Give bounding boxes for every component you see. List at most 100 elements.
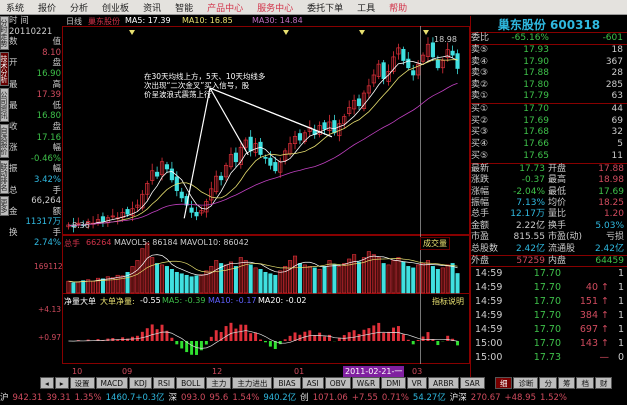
- tick-volume: 384 ↑: [579, 310, 609, 322]
- candle: [416, 63, 421, 76]
- level-price: 17.88: [523, 68, 549, 79]
- candle: [268, 157, 273, 166]
- quote-tab[interactable]: 分: [539, 377, 557, 389]
- index-pct: 1.54%: [232, 393, 260, 403]
- indicator-tab[interactable]: BIAS: [273, 377, 301, 389]
- orderbook-row[interactable]: 委比 -65.16% -601: [471, 33, 627, 45]
- candle: [120, 211, 125, 219]
- stat-value: 12.17万: [510, 209, 545, 220]
- side-tab[interactable]: 公司资讯: [0, 88, 9, 122]
- orderbook-row[interactable]: 买② 17.69 69: [471, 116, 627, 128]
- orderbook-row[interactable]: 卖⑤ 17.93 18: [471, 45, 627, 57]
- orderbook-row[interactable]: 卖① 17.79 63: [471, 91, 627, 104]
- level-label: 卖④: [471, 56, 489, 67]
- indicator-tab[interactable]: ▸: [54, 377, 69, 389]
- side-tab[interactable]: 更多: [0, 196, 9, 216]
- menu-item[interactable]: 帮助: [389, 3, 408, 14]
- tick-volume: 40 ↑: [585, 282, 609, 294]
- volume-bar: [440, 267, 445, 294]
- vol-value: 66264: [86, 238, 112, 247]
- stat-value: 1.20: [603, 209, 624, 220]
- menu-item[interactable]: 分析: [70, 3, 89, 14]
- side-tab[interactable]: 联动排名: [0, 160, 9, 194]
- tick-count: 1: [617, 310, 624, 322]
- quote-tab[interactable]: 诊断: [513, 377, 539, 389]
- info-row: 最低: [9, 101, 61, 112]
- orderbook-row[interactable]: 买④ 17.66 5: [471, 139, 627, 151]
- menu-item[interactable]: 工具: [357, 3, 376, 14]
- indicator-tab[interactable]: ASI: [301, 377, 324, 389]
- volume-bar: [125, 271, 130, 294]
- menu-item[interactable]: 智能: [175, 3, 194, 14]
- mavol5-line: [68, 254, 458, 283]
- indicator-tab[interactable]: ARBR: [428, 377, 459, 389]
- side-tab[interactable]: 技术分析: [0, 52, 9, 86]
- indicator-tab[interactable]: 设置: [69, 377, 95, 389]
- menu-item[interactable]: 委托下单: [307, 3, 344, 14]
- chart-canvas[interactable]: 10 09 12 01 03: [62, 16, 470, 376]
- side-tab[interactable]: 分时走势: [0, 16, 9, 50]
- menu-item[interactable]: 资讯: [143, 3, 162, 14]
- orderbook-row[interactable]: 卖② 17.80 285: [471, 80, 627, 92]
- indicator-tab[interactable]: KDJ: [129, 377, 152, 389]
- index-name: 沪: [0, 393, 9, 403]
- level-price: 17.69: [523, 115, 549, 126]
- bar-info-panel: 时 间 20110221 数值 8.10 开盘 16.90 最高 17.39 最低 16.80…: [9, 16, 61, 261]
- indicator-tab[interactable]: OBV: [324, 377, 351, 389]
- menu-item[interactable]: 报价: [38, 3, 57, 14]
- quote-tab[interactable]: 细: [494, 377, 513, 389]
- quote-tab[interactable]: 筹: [557, 377, 576, 389]
- level-volume: 44: [611, 103, 623, 114]
- indicator-tab[interactable]: DMI: [381, 377, 406, 389]
- mavol10-line: [68, 258, 458, 283]
- candle: [110, 215, 115, 218]
- indicator-tab[interactable]: 主力: [206, 377, 232, 389]
- indicator-tab[interactable]: RSI: [152, 377, 176, 389]
- info-label: 手: [52, 227, 61, 238]
- menu-item[interactable]: 创业板: [102, 3, 130, 14]
- volume-bar: [312, 267, 317, 294]
- info-label: 收: [9, 121, 18, 132]
- volume-bar: [278, 270, 283, 294]
- orderbook-row[interactable]: 买⑤ 17.65 11: [471, 151, 627, 163]
- indicator-tab[interactable]: ◂: [40, 377, 54, 389]
- volume-bar: [455, 273, 460, 294]
- indicator-tab[interactable]: SAR: [459, 377, 485, 389]
- tick-time: 15:00: [475, 338, 503, 350]
- indicator-ma20: MA20: -0.02: [258, 296, 307, 305]
- indicator-tab[interactable]: MACD: [95, 377, 129, 389]
- stat-label: 最新: [471, 163, 490, 174]
- indicator-tab[interactable]: W&R: [351, 377, 381, 389]
- orderbook-row[interactable]: 买③ 17.68 32: [471, 127, 627, 139]
- orderbook-row[interactable]: 卖③ 17.88 28: [471, 68, 627, 80]
- candle: [366, 85, 371, 94]
- annotation-line: 价呈波浪式震荡上行: [144, 90, 212, 99]
- orderbook-row[interactable]: 卖④ 17.90 367: [471, 57, 627, 69]
- volume-button[interactable]: 成交量: [420, 237, 450, 250]
- indicator-tab[interactable]: 主力进出: [232, 377, 273, 389]
- tick-row: 14:59 17.70 384 ↑ 1: [471, 309, 627, 323]
- candle: [125, 209, 130, 215]
- side-tab[interactable]: 自选报价: [0, 124, 9, 158]
- menu-item[interactable]: 系统: [6, 3, 25, 14]
- candle: [263, 157, 268, 159]
- indicator-tab[interactable]: VR: [406, 377, 427, 389]
- quote-tab[interactable]: 财: [594, 377, 613, 389]
- stat-value: 7.13%: [516, 197, 545, 208]
- info-row: 数值: [9, 37, 61, 48]
- kline-chart[interactable]: 10 09 12 01 03 日线 巢东股份 MA5: 17.39 MA10: 16.8…: [62, 16, 470, 377]
- menu-item[interactable]: 服务中心: [257, 3, 294, 14]
- indicator-help-button[interactable]: 指标说明: [432, 297, 464, 306]
- quote-tab[interactable]: 档: [576, 377, 594, 389]
- bar-date: 20110221: [9, 26, 53, 37]
- vol-title: 总手: [64, 239, 80, 248]
- orderbook-row[interactable]: 买① 17.70 44: [471, 104, 627, 116]
- indicator-tab[interactable]: BOLL: [176, 377, 206, 389]
- candle: [219, 175, 224, 181]
- info-row: 换手: [9, 228, 61, 239]
- menu-item[interactable]: 产品中心: [207, 3, 244, 14]
- index-pct: 1.52%: [540, 393, 568, 403]
- period-label-chart: 日线: [66, 17, 82, 26]
- volume-bar: [214, 260, 219, 294]
- candle: [100, 216, 106, 222]
